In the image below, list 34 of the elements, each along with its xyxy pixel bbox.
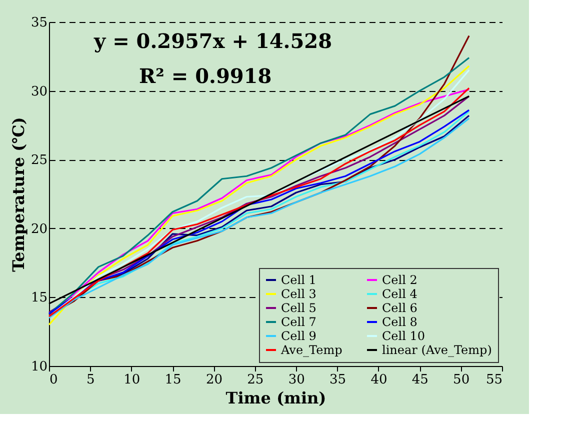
legend-label: Cell 5	[281, 301, 316, 315]
x-tick-label: 30	[288, 372, 305, 388]
x-tick-label: 10	[124, 372, 140, 388]
x-tick-label: 0	[50, 372, 58, 388]
annotation: R² = 0.9918	[139, 64, 272, 88]
y-tick-label: 20	[30, 222, 48, 237]
x-tick-label: 5	[86, 372, 95, 388]
legend-label: linear (Ave_Temp)	[382, 343, 492, 357]
x-tick-label: 55	[486, 372, 502, 388]
x-tick-label: 35	[330, 372, 346, 388]
legend-label: Cell 1	[281, 273, 316, 287]
x-tick-label: 25	[247, 372, 264, 388]
legend-label: Cell 8	[382, 315, 418, 329]
x-tick-label: 15	[164, 372, 182, 388]
legend-label: Cell 6	[382, 301, 418, 315]
legend-label: Ave_Temp	[280, 343, 343, 357]
legend-label: Cell 3	[281, 287, 316, 301]
legend-label: Cell 2	[382, 273, 418, 287]
legend-label: Cell 10	[382, 329, 426, 343]
x-tick-label: 50	[453, 372, 470, 388]
x-tick-label: 40	[370, 372, 388, 388]
y-tick-label: 10	[30, 360, 48, 374]
legend-label: Cell 9	[281, 329, 316, 343]
y-tick-label: 30	[30, 84, 48, 100]
x-tick-label: 45	[412, 372, 428, 388]
annotation: y = 0.2957x + 14.528	[93, 29, 332, 53]
x-tick-label: 20	[206, 372, 222, 388]
y-tick-label: 15	[30, 290, 48, 306]
x-axis-title: Time (min)	[226, 388, 326, 408]
y-tick-label: 35	[30, 16, 48, 30]
y-tick-label: 25	[30, 153, 48, 168]
legend-label: Cell 7	[281, 315, 316, 329]
y-axis-title: Temperature (℃)	[8, 117, 28, 272]
legend-label: Cell 4	[382, 287, 418, 301]
